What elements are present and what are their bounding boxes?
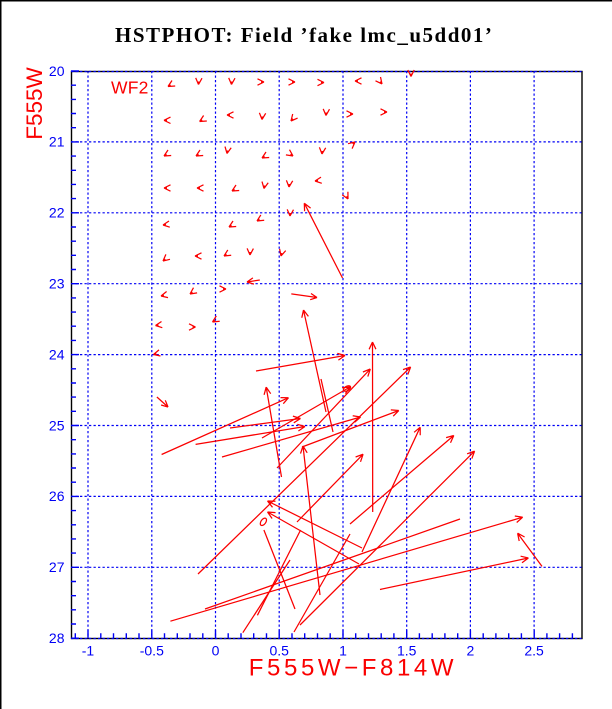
svg-text:1.5: 1.5 <box>397 643 417 659</box>
svg-text:23: 23 <box>49 276 65 292</box>
svg-text:-0.5: -0.5 <box>140 643 164 659</box>
svg-text:2.5: 2.5 <box>524 643 544 659</box>
svg-text:1: 1 <box>339 643 347 659</box>
svg-text:28: 28 <box>49 630 65 646</box>
svg-text:27: 27 <box>49 559 65 575</box>
svg-text:25: 25 <box>49 417 65 433</box>
svg-text:F555W: F555W <box>22 67 47 140</box>
svg-text:0.5: 0.5 <box>269 643 289 659</box>
svg-text:20: 20 <box>49 63 65 79</box>
svg-text:F555W−F814W: F555W−F814W <box>249 655 457 682</box>
svg-text:WF2: WF2 <box>111 78 149 98</box>
svg-text:2: 2 <box>467 643 475 659</box>
svg-text:0: 0 <box>212 643 220 659</box>
svg-text:HSTPHOT: Field ’fake lmc_u5dd0: HSTPHOT: Field ’fake lmc_u5dd01’ <box>115 23 493 47</box>
svg-text:22: 22 <box>49 205 65 221</box>
svg-text:26: 26 <box>49 488 65 504</box>
svg-text:21: 21 <box>49 134 65 150</box>
svg-text:-1: -1 <box>82 643 95 659</box>
svg-text:24: 24 <box>49 346 65 362</box>
